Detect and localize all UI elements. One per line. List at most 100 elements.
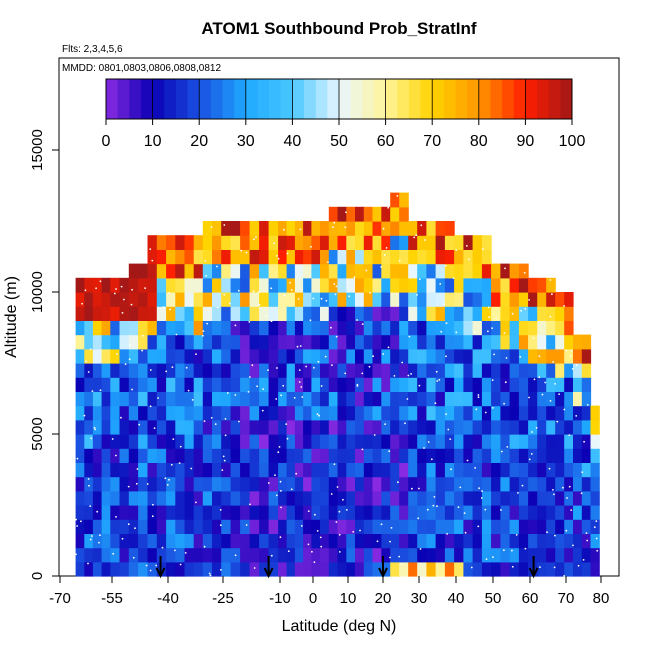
heatmap-cell [184,320,195,336]
heatmap-cell [294,533,304,549]
heatmap-cell [193,462,204,478]
heatmap-cell [537,533,547,549]
heatmap-cell [110,419,121,435]
heatmap-cell [337,235,347,250]
heatmap-cell [286,235,296,250]
heatmap-cell [202,363,213,378]
heatmap-cell [509,391,520,407]
heatmap-cell [110,391,121,407]
heatmap-cell [138,419,148,435]
track-dot [277,451,280,454]
heatmap-cell [546,348,556,364]
heatmap-cell [311,505,321,520]
heatmap-cell [240,505,251,520]
track-dot [433,496,436,498]
heatmap-cell [311,363,321,378]
heatmap-cell [363,292,374,307]
heatmap-cell [92,292,103,307]
heatmap-cell [193,448,204,463]
heatmap-cell [372,306,382,321]
heatmap-cell [417,221,427,236]
track-dot [318,414,320,417]
heatmap-cell [294,490,304,506]
heatmap-cell [509,462,520,478]
heatmap-cell [355,292,365,307]
heatmap-cell [230,391,241,407]
track-dot [99,280,102,283]
heatmap-cell [202,292,213,307]
heatmap-cell [355,547,365,563]
heatmap-cell [546,292,556,307]
heatmap-cell [147,320,158,336]
colorbar-segment [467,79,480,119]
heatmap-cell [573,547,583,563]
heatmap-cell [268,320,279,336]
heatmap-cell [381,235,391,250]
track-dot [130,303,133,306]
track-dot [115,288,117,290]
heatmap-cell [355,405,365,421]
heatmap-cell [240,547,251,563]
heatmap-cell [509,561,520,577]
heatmap-cell [454,462,464,478]
track-dot [280,490,282,492]
track-dot [76,525,78,527]
track-dot [168,292,171,294]
heatmap-cell [119,448,130,463]
heatmap-cell [417,263,427,279]
track-dot [298,369,301,371]
track-dot [138,423,141,426]
track-dot [348,295,351,298]
track-dot [389,540,391,543]
heatmap-cell [175,348,186,364]
heatmap-cell [221,263,232,279]
heatmap-cell [518,334,529,350]
heatmap-cell [311,405,321,421]
track-dot [411,487,413,490]
track-dot [312,297,315,300]
colorbar-segment [280,79,293,119]
track-dot [171,366,174,368]
heatmap-cell [320,263,330,279]
heatmap-cell [221,277,232,293]
heatmap-cell [463,448,474,463]
heatmap-cell [408,391,418,407]
heatmap-cell [481,405,492,421]
track-dot [153,427,156,429]
heatmap-cell [518,434,529,449]
track-dot [554,383,556,385]
track-dot [419,548,422,550]
heatmap-cell [390,533,400,549]
heatmap-cell [390,391,400,407]
heatmap-cell [84,334,94,350]
heatmap-cell [268,462,279,478]
heatmap-cell [212,519,222,534]
heatmap-cell [147,235,158,250]
track-dot [338,533,341,536]
heatmap-cell [156,434,167,449]
track-dot [500,450,503,453]
heatmap-cell [147,334,158,350]
track-dot [327,261,329,264]
heatmap-cell [221,490,232,506]
heatmap-cell [278,334,288,350]
heatmap-cell [166,561,176,577]
heatmap-cell [509,377,520,392]
heatmap-cell [184,490,195,506]
track-dot [495,317,498,319]
heatmap-cell [590,405,600,421]
heatmap-cell [92,490,103,506]
heatmap-cell [92,561,103,577]
track-dot [484,411,487,414]
track-dot [388,450,391,453]
track-dot [298,381,301,383]
track-dot [477,396,480,398]
heatmap-cell [363,533,374,549]
heatmap-cell [500,533,511,549]
track-dot [491,260,494,262]
heatmap-cell [372,263,382,279]
heatmap-cell [399,519,409,534]
track-dot [151,515,154,518]
heatmap-cell [500,405,511,421]
